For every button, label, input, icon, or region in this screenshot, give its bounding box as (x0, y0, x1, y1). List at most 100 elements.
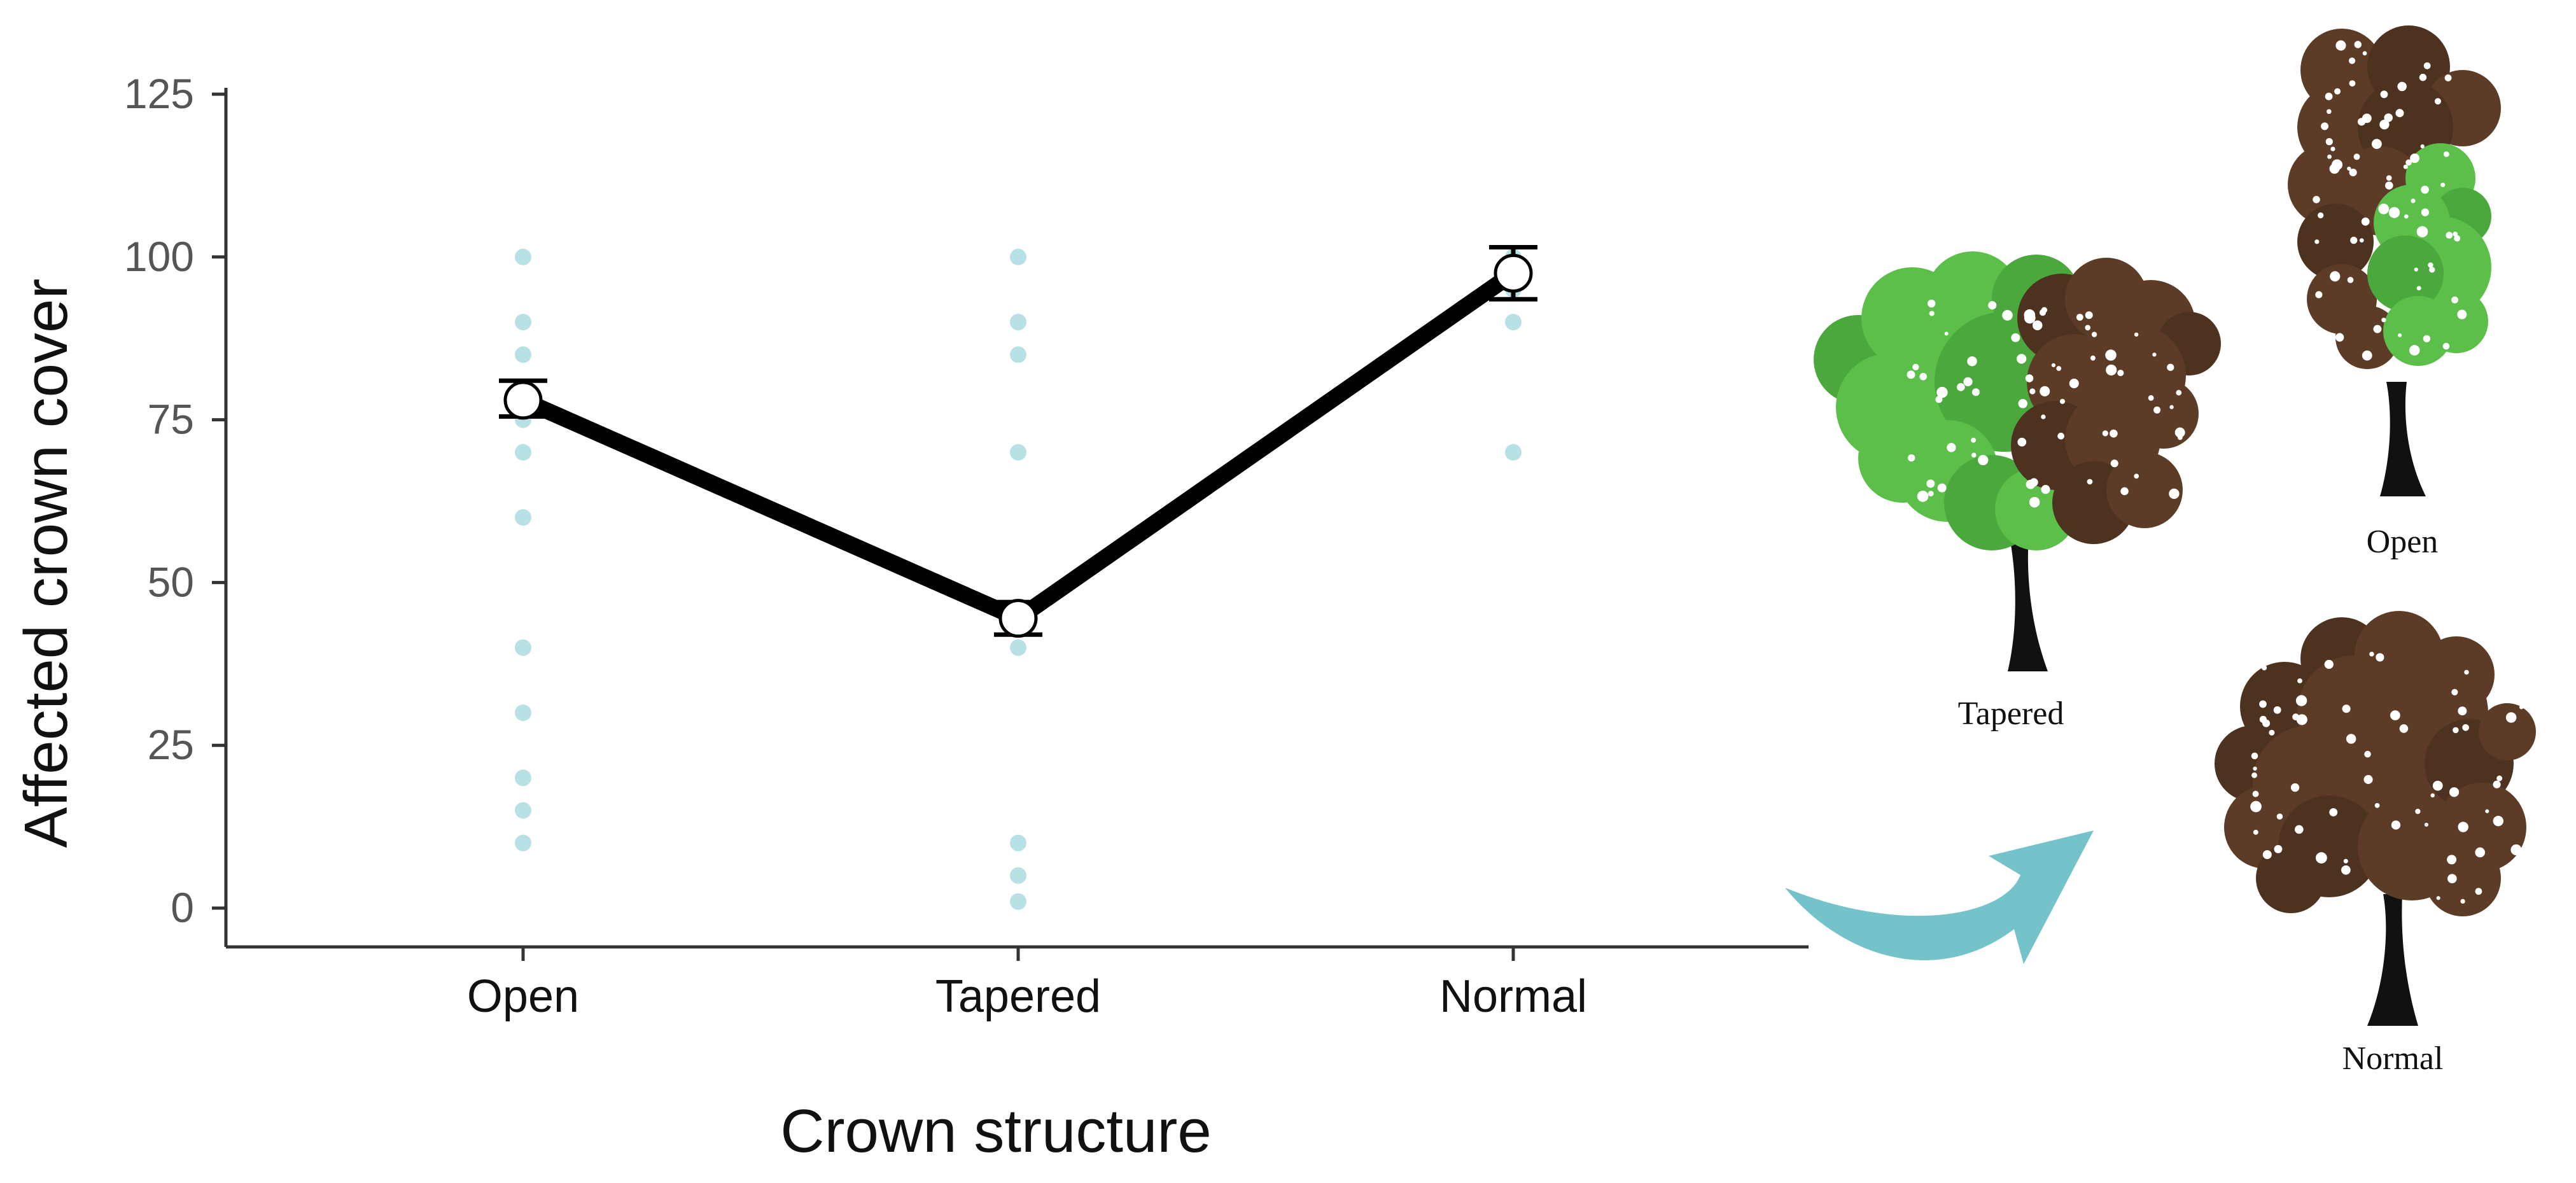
speckle (2440, 183, 2446, 188)
y-axis-title: Affected crown cover (12, 279, 80, 848)
raw-point (1010, 639, 1026, 656)
speckle (2041, 485, 2050, 494)
speckle (2011, 333, 2020, 342)
speckle (2430, 793, 2435, 798)
speckle (2485, 809, 2489, 813)
speckle (1978, 454, 1989, 466)
speckle (2475, 888, 2482, 895)
speckle (2057, 432, 2064, 440)
speckle (2357, 118, 2366, 126)
speckle (2397, 81, 2407, 92)
y-tick-label: 125 (124, 70, 194, 117)
speckle (2169, 488, 2180, 500)
speckle (2251, 772, 2257, 778)
speckle (2251, 752, 2258, 760)
speckle (2321, 122, 2329, 130)
speckle (1907, 370, 1915, 379)
speckle (2330, 271, 2341, 282)
raw-points (515, 248, 1522, 910)
speckle (2105, 349, 2117, 361)
mean-marker (1494, 253, 1533, 293)
y-tick-label: 100 (124, 233, 194, 280)
speckle (2330, 146, 2335, 151)
speckle (2335, 333, 2344, 342)
speckle (2026, 479, 2036, 489)
speckle (2134, 332, 2139, 337)
speckle (2016, 354, 2027, 364)
speckle (2148, 395, 2154, 401)
speckle (1936, 386, 1948, 398)
speckle (2421, 185, 2429, 194)
speckle (2369, 652, 2374, 657)
speckle (2348, 57, 2356, 64)
speckle (1926, 479, 1935, 488)
speckle (2102, 430, 2108, 437)
speckle (2414, 267, 2418, 272)
speckle (2362, 51, 2367, 56)
speckle (2421, 208, 2430, 216)
speckle (2252, 790, 2259, 797)
speckle (1927, 299, 1936, 308)
speckle (2514, 872, 2520, 878)
speckle (2386, 175, 2392, 181)
speckle (2429, 267, 2435, 273)
speckle (2388, 207, 2400, 218)
tree-label-normal: Normal (2342, 1040, 2444, 1077)
speckle (2409, 345, 2420, 356)
speckle (2384, 113, 2393, 122)
speckle (2087, 479, 2093, 485)
speckle (2404, 214, 2409, 219)
speckle (2424, 822, 2429, 827)
speckle (2091, 332, 2097, 337)
speckle (2342, 704, 2351, 713)
raw-point (515, 346, 531, 363)
x-ticks: Open Tapered Normal (467, 947, 1587, 1022)
speckle (2177, 435, 2183, 440)
speckle (1971, 437, 1977, 443)
tree-normal-icon (2215, 611, 2536, 1026)
speckle (2222, 691, 2234, 703)
y-ticks: 0 25 50 75 100 125 (124, 70, 226, 931)
speckle (2262, 850, 2272, 859)
speckle (2327, 109, 2332, 115)
speckle (1928, 491, 1934, 497)
speckle (2040, 386, 2050, 396)
speckle (2117, 369, 2124, 377)
tree-label-open: Open (2367, 524, 2439, 560)
speckle (2385, 181, 2393, 190)
raw-point (1010, 248, 1026, 265)
speckle (2443, 151, 2449, 157)
speckle (2493, 815, 2504, 827)
speckle (2335, 40, 2346, 51)
speckle (2274, 844, 2283, 853)
speckle (2262, 665, 2267, 671)
speckle (2174, 427, 2185, 438)
speckle (2519, 704, 2524, 710)
speckle (2152, 353, 2157, 357)
speckle (2224, 893, 2233, 902)
speckle (2029, 388, 2036, 395)
speckle (2403, 164, 2408, 169)
speckle (2524, 638, 2528, 643)
speckle (2076, 314, 2083, 321)
speckle (2169, 405, 2174, 409)
speckle (2449, 787, 2460, 797)
speckle (1917, 491, 1929, 502)
speckle (2032, 320, 2043, 331)
speckle (2453, 727, 2459, 734)
speckle (2041, 414, 2046, 419)
raw-point (1010, 346, 1026, 363)
x-tick-label: Normal (1439, 971, 1587, 1022)
speckle (2416, 286, 2421, 291)
speckle (2110, 429, 2118, 438)
speckle (1944, 332, 1949, 336)
speckle (2085, 325, 2091, 331)
speckle (2373, 325, 2382, 333)
speckle (2349, 168, 2357, 177)
speckle (2313, 195, 2320, 204)
raw-point (515, 248, 531, 265)
speckle (2434, 98, 2442, 105)
speckle (2460, 899, 2465, 904)
speckle (2250, 801, 2262, 813)
speckle (2278, 652, 2283, 658)
